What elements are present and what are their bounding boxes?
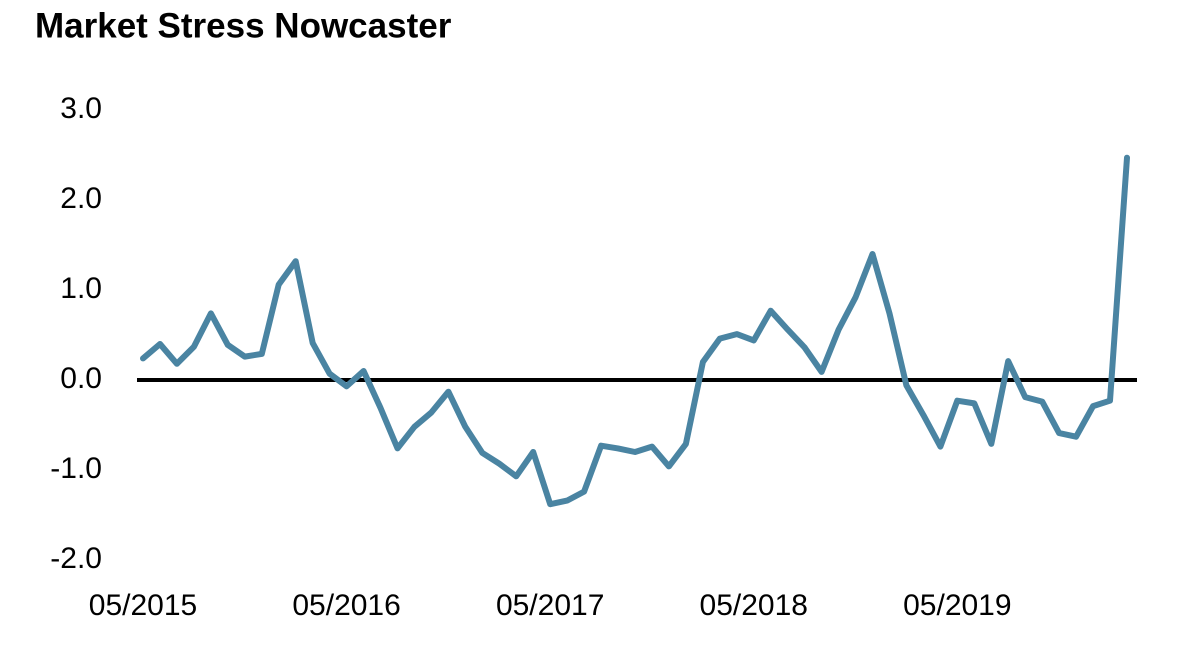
y-tick-label: 2.0 [60, 182, 102, 215]
x-tick-label: 05/2016 [292, 589, 400, 622]
chart-title: Market Stress Nowcaster [35, 6, 452, 45]
y-tick-label: -2.0 [50, 542, 102, 575]
x-tick-label: 05/2019 [903, 589, 1011, 622]
y-tick-label: -1.0 [50, 452, 102, 485]
y-tick-label: 3.0 [60, 92, 102, 125]
x-tick-label: 05/2017 [496, 589, 604, 622]
y-tick-label: 1.0 [60, 272, 102, 305]
series-line [140, 154, 1130, 508]
x-tick-label: 05/2018 [700, 589, 808, 622]
y-tick-label: 0.0 [60, 362, 102, 395]
x-tick-label: 05/2015 [89, 589, 197, 622]
